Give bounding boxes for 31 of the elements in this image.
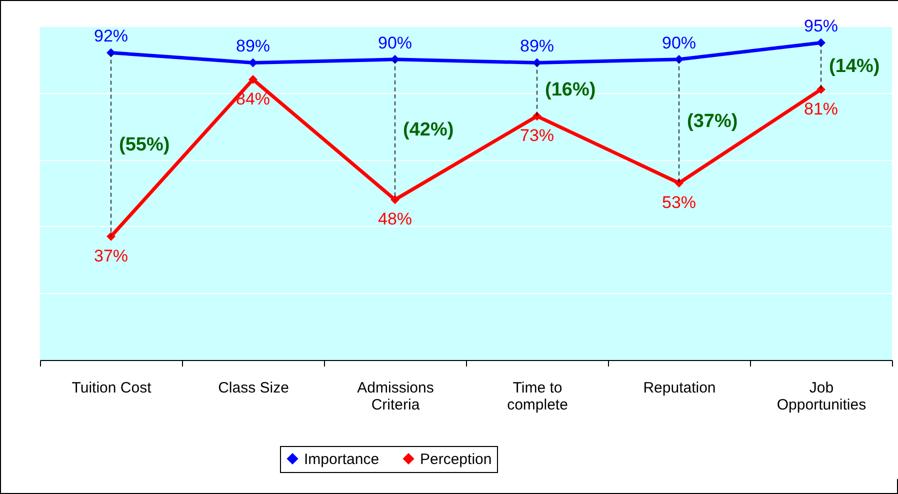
data-label: 95% xyxy=(804,16,838,36)
x-tick-label: Time to complete xyxy=(507,380,568,414)
x-tick-label: Admissions Criteria xyxy=(357,380,434,414)
data-label: 89% xyxy=(520,36,554,56)
x-tick-label: Job Opportunities xyxy=(776,380,866,414)
point xyxy=(106,232,116,241)
legend-label: Importance xyxy=(304,450,380,468)
annotation: (37%) xyxy=(687,111,738,132)
point xyxy=(248,74,258,84)
data-label: 90% xyxy=(378,33,412,52)
data-label: 53% xyxy=(662,192,696,212)
data-label: 73% xyxy=(520,126,554,146)
annotation: (16%) xyxy=(545,79,596,100)
point xyxy=(532,112,542,121)
annotation: (42%) xyxy=(403,120,454,141)
data-label: 37% xyxy=(94,246,128,266)
data-label: 81% xyxy=(804,99,838,118)
data-label: 90% xyxy=(662,33,696,52)
data-label: 92% xyxy=(94,26,128,46)
annotation: (14%) xyxy=(829,56,880,78)
x-tick-label: Reputation xyxy=(643,380,716,396)
point xyxy=(816,38,826,48)
point xyxy=(106,48,116,58)
x-tick-label: Tuition Cost xyxy=(72,380,152,396)
x-tick-label: Class Size xyxy=(218,380,289,396)
point xyxy=(816,84,826,94)
point xyxy=(390,195,400,204)
legend-label: Perception xyxy=(420,450,492,468)
data-label: 89% xyxy=(236,36,270,56)
annotation: (55%) xyxy=(119,134,170,156)
data-label: 48% xyxy=(378,210,412,229)
